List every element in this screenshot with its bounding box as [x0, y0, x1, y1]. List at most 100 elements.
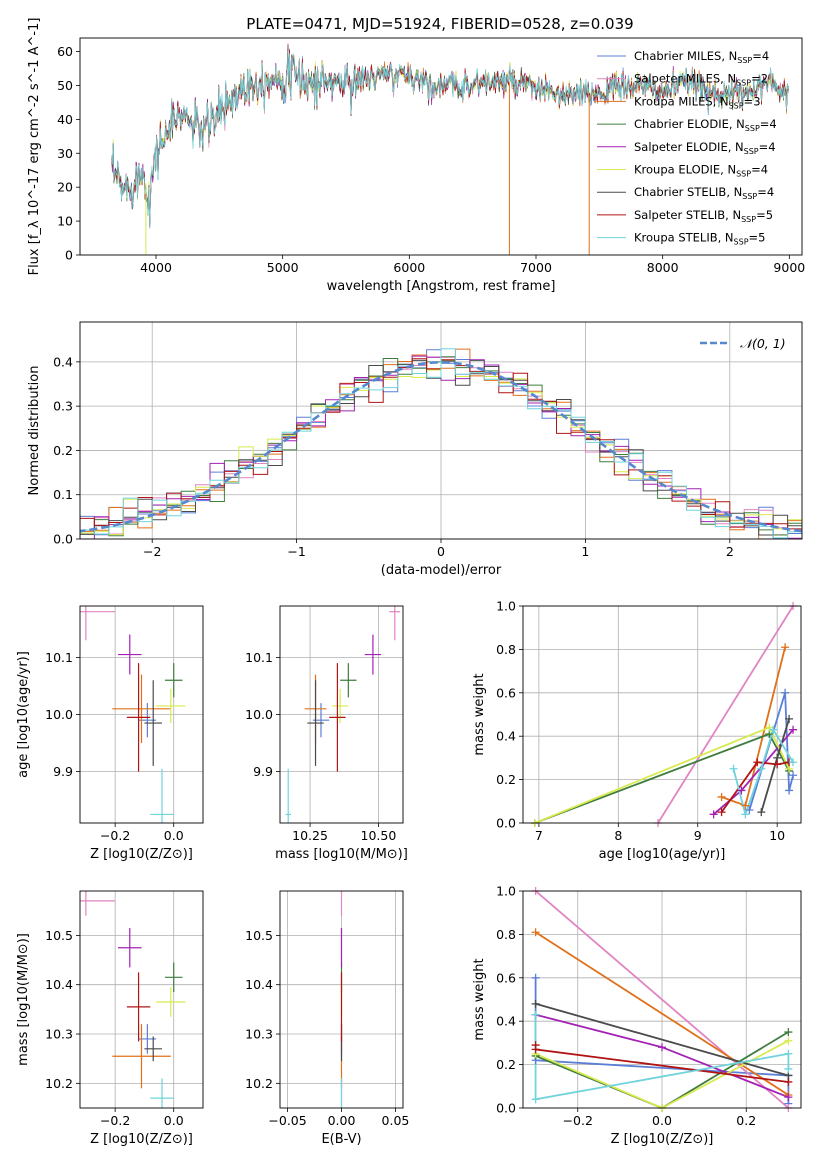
y-tick-label: 10.4 [45, 977, 73, 992]
y-tick-label: 0.6 [496, 970, 516, 985]
weight-marker [781, 688, 790, 697]
x-axis-label: Z [log10(Z/Z⊙)] [90, 847, 193, 862]
x-tick-label: −0.2 [100, 1113, 130, 1128]
plot-area [111, 43, 790, 255]
axes-residual-hist: −2 −1 0 1 2 0.0 0.1 0.2 0.3 0.4 (data-model)/error… [27, 321, 803, 578]
x-tick-label: −0.2 [563, 1113, 593, 1128]
weight-marker [769, 725, 778, 734]
y-tick-label: 0.0 [496, 816, 516, 831]
y-axis-label: Flux [f_λ 10^-17 erg cm^-2 s^-1 A^-1] [27, 18, 42, 276]
y-tick-label: 0.0 [496, 1101, 516, 1116]
weight-marker [784, 1028, 793, 1037]
x-tick-label: −1 [287, 544, 305, 559]
weight-marker [729, 764, 738, 773]
legend-label: Kroupa STELIB, NSSP=5 [634, 231, 766, 247]
legend-label: Salpeter STELIB, NSSP=5 [634, 208, 773, 224]
weight-marker [531, 999, 540, 1008]
y-axis-label: mass weight [472, 673, 487, 755]
weight-marker [658, 1043, 666, 1052]
axes-frame [79, 605, 204, 824]
axes-frame [522, 605, 802, 824]
weight-marker [741, 801, 750, 810]
y-tick-label: 0.2 [496, 1057, 516, 1072]
x-tick-label: −2 [143, 544, 161, 559]
plot-area [523, 891, 801, 1108]
axes-age-vs-mass: 10.25 10.50 9.9 10.0 10.1 mass [log10(M/M⊙)] [245, 605, 408, 862]
x-tick-label: −0.05 [268, 1113, 306, 1128]
y-tick-label: 0.1 [53, 487, 73, 502]
weight-marker [784, 1093, 793, 1102]
figure-title: PLATE=0471, MJD=51924, FIBERID=0528, z=0… [246, 15, 633, 33]
y-tick-label: 20 [57, 180, 73, 195]
y-tick-label: 50 [57, 78, 73, 93]
weight-marker [757, 764, 766, 773]
y-tick-label: 30 [57, 146, 73, 161]
axes-frame [79, 890, 204, 1109]
subplots: 4000 5000 6000 7000 8000 90000102030405060wav… [16, 18, 805, 1147]
weight-line [720, 761, 790, 813]
x-tick-label: 0.0 [164, 1113, 184, 1128]
x-tick-label: 0.0 [652, 1113, 672, 1128]
axes-age-vs-Z: −0.2 0.0 9.9 10.0 10.1 Z [log10(Z/Z⊙)] age [lo… [16, 605, 204, 862]
weight-marker [784, 1036, 793, 1045]
x-tick-label: 10 [769, 828, 785, 843]
x-tick-label: 10.50 [361, 828, 397, 843]
plot-area [280, 606, 403, 823]
legend-label: Salpeter MILES, NSSP=2 [634, 72, 768, 88]
legend-label: Chabrier STELIB, NSSP=4 [634, 185, 774, 201]
plot-area [280, 891, 403, 1108]
y-tick-label: 10.1 [45, 650, 73, 665]
weight-marker [785, 714, 794, 723]
y-tick-label: 0.2 [496, 772, 516, 787]
y-tick-label: 0.0 [53, 532, 73, 547]
weight-marker [789, 771, 798, 780]
legend-label: Chabrier ELODIE, NSSP=4 [634, 117, 777, 133]
y-tick-label: 10.3 [45, 1027, 73, 1042]
x-axis-label: Z [log10(Z/Z⊙)] [611, 1132, 714, 1147]
axes-frame [79, 37, 803, 256]
axes-frame [279, 890, 404, 1109]
x-tick-label: 0.2 [736, 1113, 756, 1128]
y-tick-label: 1.0 [496, 884, 516, 899]
weight-marker [717, 792, 726, 801]
weight-marker [717, 808, 726, 817]
weight-marker [741, 810, 750, 819]
x-tick-label: 8 [614, 828, 622, 843]
axes-mass-vs-EBV: −0.05 0.00 0.05 10.2 10.3 10.4 10.5 E(B-V) [245, 890, 409, 1147]
x-tick-label: 0 [437, 544, 445, 559]
legend-label: Chabrier MILES, NSSP=4 [634, 49, 769, 65]
axes-frame [522, 890, 802, 1109]
x-tick-label: 5000 [267, 260, 299, 275]
weight-marker [784, 1064, 793, 1073]
x-tick-label: 10.25 [292, 828, 328, 843]
y-tick-label: 60 [57, 44, 73, 59]
x-tick-label: 1 [581, 544, 589, 559]
x-tick-label: 8000 [647, 260, 679, 275]
weight-marker [531, 1010, 540, 1019]
y-axis-label: mass [log10(M/M⊙)] [16, 933, 31, 1066]
normal-curve [80, 360, 802, 533]
weight-marker [757, 808, 766, 817]
y-axis-label: Normed distribution [27, 366, 42, 496]
y-tick-label: 10.2 [245, 1076, 273, 1091]
x-tick-label: 4000 [140, 260, 172, 275]
x-axis-label: (data-model)/error [381, 563, 502, 578]
weight-marker [531, 928, 540, 937]
y-axis-label: age [log10(age/yr)] [16, 651, 31, 778]
y-tick-label: 0 [65, 248, 73, 263]
weight-marker [753, 758, 762, 767]
weight-marker [773, 760, 782, 769]
legend-label: Kroupa ELODIE, NSSP=4 [634, 163, 768, 179]
y-tick-label: 10.4 [245, 977, 273, 992]
y-tick-label: 9.9 [253, 764, 273, 779]
weight-marker [531, 1095, 540, 1104]
axes-weight-vs-age: 7 8 9 10 0.0 0.2 0.4 0.6 0.8 1.0 age [log10(age/yr… [472, 599, 802, 862]
y-tick-label: 10.5 [45, 928, 73, 943]
plot-area [80, 606, 203, 823]
weight-line [732, 727, 794, 818]
legend-label: Kroupa MILES, NSSP=3 [634, 94, 761, 110]
x-axis-label: wavelength [Angstrom, rest frame] [327, 279, 556, 294]
weight-marker [531, 1045, 540, 1054]
weight-marker [784, 1049, 793, 1058]
